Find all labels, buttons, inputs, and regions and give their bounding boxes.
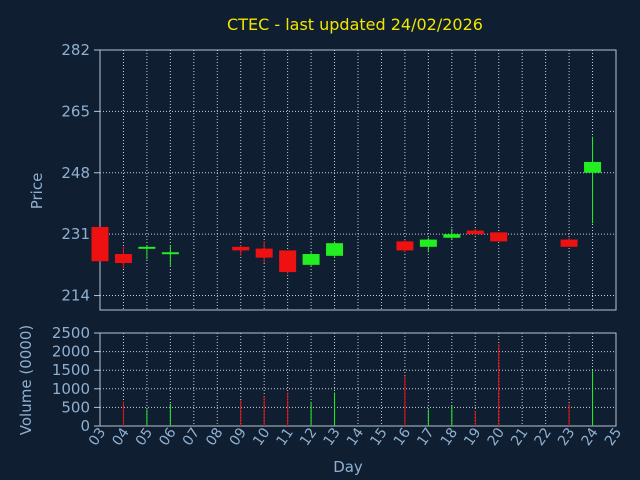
x-axis-label: Day: [333, 458, 363, 476]
price-tick-label: 231: [61, 225, 90, 243]
candle-body: [255, 248, 273, 258]
volume-tick-label: 0: [80, 417, 90, 435]
candle-body: [138, 246, 156, 249]
candle-body: [279, 250, 297, 273]
candle-body: [584, 161, 602, 173]
x-tick-label: 11: [274, 425, 297, 449]
x-tick-label: 24: [578, 425, 601, 449]
candle-body: [396, 241, 414, 251]
candle-body: [560, 239, 578, 247]
volume-panel-frame: [99, 332, 617, 427]
x-tick-label: 18: [438, 425, 461, 449]
x-tick-label: 05: [133, 425, 156, 449]
volume-tick-label: 1500: [52, 361, 90, 379]
x-tick-label: 12: [297, 425, 320, 449]
price-tick-label: 214: [61, 287, 90, 305]
price-tick-label: 248: [61, 164, 90, 182]
candle-body: [466, 230, 484, 235]
x-tick-label: 25: [602, 425, 625, 449]
candle-body: [161, 252, 179, 255]
volume-tick-label: 500: [61, 398, 90, 416]
price-panel: 214 231 248 265 282: [61, 41, 617, 311]
candle-body: [302, 254, 320, 265]
price-panel-frame: [99, 49, 617, 311]
x-tick-label: 21: [508, 425, 531, 449]
x-tick-label: 17: [414, 425, 437, 449]
volume-tick-label: 2500: [52, 324, 90, 342]
candle-body: [91, 226, 109, 262]
chart-title: CTEC - last updated 24/02/2026: [227, 15, 483, 34]
x-tick-label: 23: [555, 425, 578, 449]
x-tick-label: 08: [203, 425, 226, 449]
volume-tick-label: 1000: [52, 380, 90, 398]
x-tick-label: 14: [344, 425, 367, 449]
x-tick-label: 22: [532, 425, 555, 449]
x-tick-label: 10: [250, 425, 273, 449]
candle-body: [419, 239, 437, 247]
price-tick-label: 282: [61, 41, 90, 59]
x-tick-label: 07: [180, 425, 203, 449]
x-tick-label: 16: [391, 425, 414, 449]
candle-body: [232, 246, 250, 251]
price-tick-label: 265: [61, 102, 90, 120]
volume-tick-label: 2000: [52, 343, 90, 361]
price-axis-label: Price: [28, 173, 46, 210]
x-tick-label: 04: [109, 425, 132, 449]
x-tick-label: 19: [461, 425, 484, 449]
x-tick-label: 09: [227, 425, 250, 449]
candle-body: [326, 243, 344, 256]
candle-body: [490, 232, 508, 242]
volume-axis-label: Volume (0000): [17, 325, 35, 435]
x-tick-label: 06: [156, 425, 179, 449]
x-tick-label: 15: [367, 425, 390, 449]
candle-body: [443, 234, 461, 238]
x-tick-labels: 03 04 05 06 07 08 09 10 11 12 13 14 15 16 17 18 19 20 21 22…: [86, 425, 625, 449]
x-tick-label: 13: [320, 425, 343, 449]
x-tick-label: 20: [485, 425, 508, 449]
candle-body: [114, 254, 132, 264]
